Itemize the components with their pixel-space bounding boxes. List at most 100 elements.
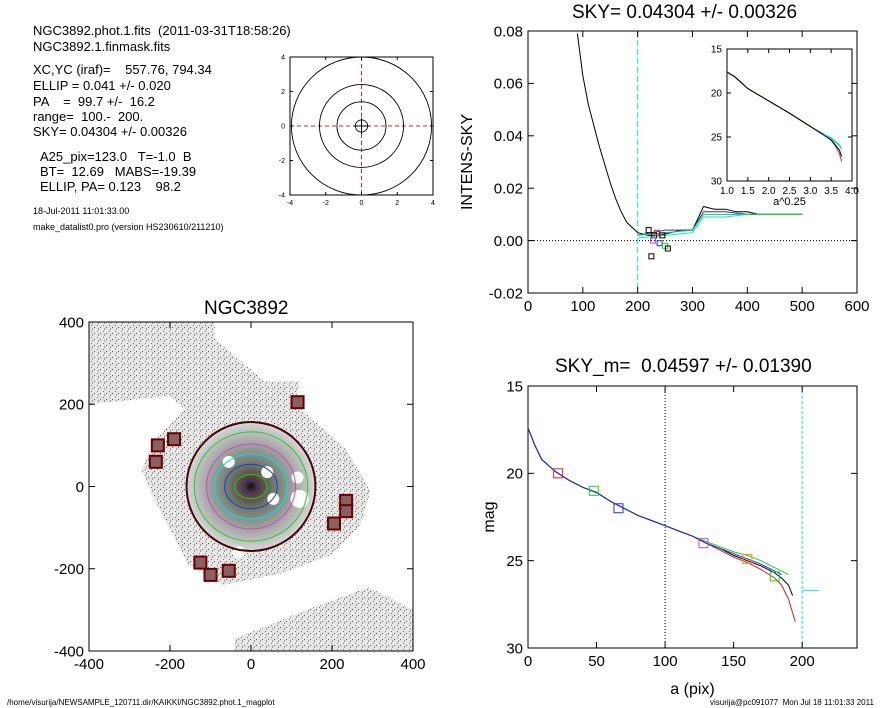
mag-marker [742, 553, 753, 564]
isophote [224, 463, 278, 510]
contour-level [336, 101, 387, 151]
header-pa: PA = 99.7 +/- 16.2 [33, 94, 155, 109]
header-bt: BT= 12.69 MABS=-19.39 [40, 164, 197, 179]
inset-x-label: a^0.25 [773, 196, 806, 208]
x-tick-label: -200 [155, 656, 185, 673]
isophote [234, 473, 268, 500]
mag-series [527, 427, 782, 576]
y-tick-label: -400 [54, 643, 84, 660]
inset-series [822, 133, 843, 150]
x-tick-label: 150 [721, 653, 746, 670]
mag-series [527, 427, 794, 596]
mask-box [167, 432, 182, 447]
x-tick-label: 0 [247, 656, 255, 673]
x-tick-label: 1.5 [741, 186, 755, 197]
y-tick-label: -4 [279, 192, 285, 199]
header-file: NGC3892.phot.1.fits (2011-03-31T18:58:26… [33, 23, 291, 38]
sky-marker [656, 240, 663, 247]
x-tick-label: 200 [625, 298, 650, 315]
header-program: make_datalist0.pro (version HS230610/211… [33, 222, 224, 232]
mag-marker [553, 468, 564, 479]
y-tick-label: 2 [281, 89, 285, 96]
x-tick-label: 3.5 [824, 186, 838, 197]
x-tick-label: 0 [524, 653, 532, 670]
x-tick-label: -4 [287, 200, 293, 207]
sky-y-label: INTENS-SKY [459, 114, 476, 210]
x-tick-label: 2.0 [762, 186, 776, 197]
sky-series [637, 213, 803, 236]
x-tick-label: 600 [844, 298, 869, 315]
x-tick-label: 2 [395, 200, 399, 207]
x-tick-label: 0 [360, 200, 364, 207]
y-tick-label: -0.02 [489, 285, 523, 302]
y-tick-label: 0.04 [494, 128, 523, 145]
isophote [186, 422, 316, 551]
y-tick-label: 30 [711, 177, 723, 188]
mag-plot-title: SKY_m= 0.04597 +/- 0.01390 [555, 356, 812, 377]
y-tick-label: 0.00 [494, 233, 523, 250]
sky-marker [645, 227, 652, 234]
y-tick-label: -200 [54, 561, 84, 578]
contour-level [319, 84, 404, 168]
header-range: range= 100.- 200. [33, 109, 144, 124]
masked-star [222, 455, 235, 468]
galaxy-image [89, 322, 413, 651]
mask-box [221, 563, 236, 578]
y-tick-label: 15 [506, 378, 523, 395]
x-tick-label: 400 [400, 656, 425, 673]
mag-marker [588, 485, 599, 496]
sky-strip-bottom [234, 587, 413, 651]
y-tick-label: 20 [506, 466, 523, 483]
mask-box [150, 438, 165, 453]
mag-x-label: a (pix) [670, 681, 714, 698]
sky-plot-title: SKY= 0.04304 +/- 0.00326 [572, 2, 798, 23]
header-ellip: ELLIP = 0.041 +/- 0.020 [33, 78, 171, 93]
y-tick-label: 0.02 [494, 180, 523, 197]
mag-y-label: mag [481, 501, 498, 532]
x-tick-label: 3.0 [803, 186, 817, 197]
y-tick-label: 200 [59, 397, 84, 414]
galaxy-light [186, 421, 316, 552]
galaxy-title: NGC3892 [204, 298, 289, 319]
y-tick-label: 30 [506, 640, 523, 657]
mask-box [148, 454, 163, 469]
x-tick-label: 200 [319, 656, 344, 673]
mask-box [203, 567, 218, 582]
isophote [214, 453, 288, 520]
x-tick-label: 300 [680, 298, 705, 315]
mask-box [290, 395, 305, 410]
y-tick-label: -2 [279, 158, 285, 165]
x-tick-label: 200 [790, 653, 815, 670]
y-tick-label: 0.08 [494, 23, 523, 40]
x-tick-label: 0 [524, 298, 532, 315]
x-tick-label: 50 [588, 653, 605, 670]
isophote [193, 431, 309, 542]
sky-marker [648, 253, 655, 260]
x-tick-label: 4.0 [845, 186, 859, 197]
y-tick-label: 25 [711, 133, 723, 144]
masked-star [291, 471, 304, 484]
isophote [205, 443, 297, 530]
y-tick-label: 15 [711, 45, 723, 56]
sky-marker [659, 232, 666, 239]
x-tick-label: 400 [735, 298, 760, 315]
header-a25: A25_pix=123.0 T=-1.0 B [40, 149, 192, 164]
mag-marker [769, 571, 780, 582]
mask-box [327, 516, 342, 531]
header-mask: NGC3892.1.finmask.fits [33, 39, 171, 54]
x-tick-label: 2.5 [783, 186, 797, 197]
header-ellip-pa: ELLIP, PA= 0.123 98.2 [40, 179, 181, 194]
mag-marker [613, 503, 624, 514]
mask-box [193, 555, 208, 570]
y-tick-label: 0 [281, 123, 285, 130]
x-tick-label: 4 [431, 200, 435, 207]
x-tick-label: -400 [74, 656, 104, 673]
sky-marker [650, 237, 657, 244]
y-tick-label: 4 [281, 54, 285, 61]
mag-plot-frame [527, 385, 858, 649]
x-tick-label: -2 [323, 200, 329, 207]
y-tick-label: 0.06 [494, 76, 523, 93]
isophote [242, 480, 260, 493]
y-tick-label: 25 [506, 553, 523, 570]
y-tick-label: 400 [59, 314, 84, 331]
